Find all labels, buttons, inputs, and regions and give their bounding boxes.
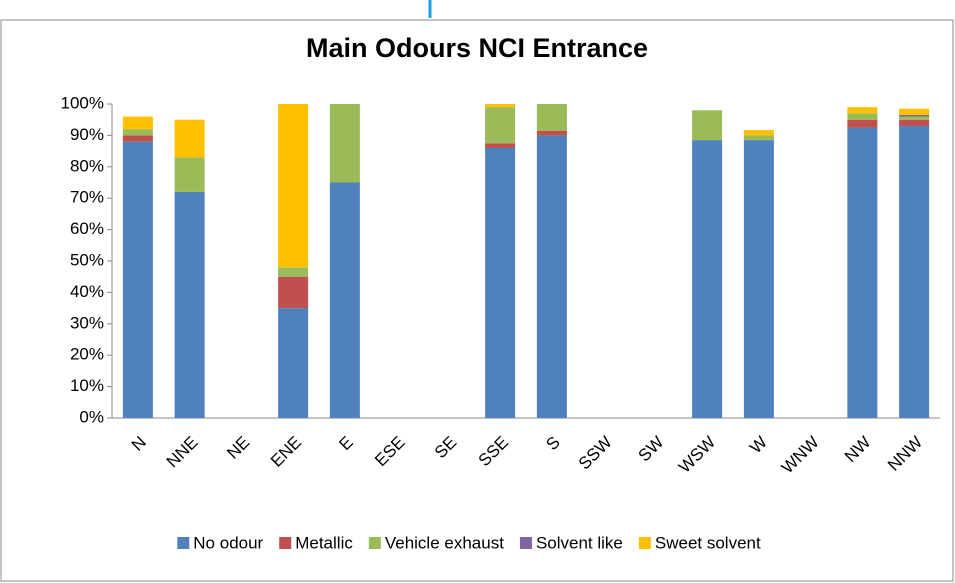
y-tick-label: 50% [70, 250, 104, 269]
y-tick-label: 80% [70, 156, 104, 175]
bar-segment [278, 276, 309, 309]
bar-segment [485, 147, 516, 418]
bar-segment [899, 125, 930, 418]
bar-segment [485, 143, 516, 148]
bar-segment [743, 135, 774, 141]
bar-segment [174, 157, 205, 192]
bar-segment [278, 104, 309, 268]
bar-segment [899, 114, 930, 117]
bar-segment [692, 110, 723, 141]
bar-segment [122, 129, 153, 136]
bar-segment [743, 140, 774, 419]
legend-label: Metallic [295, 533, 353, 552]
y-tick-label: 30% [70, 313, 104, 332]
bar-segment [899, 116, 930, 120]
bar-segment [329, 182, 360, 418]
y-tick-label: 90% [70, 125, 104, 144]
legend-swatch [279, 537, 292, 549]
legend-label: Solvent like [536, 533, 623, 552]
y-tick-label: 70% [70, 188, 104, 207]
bar-segment [278, 267, 309, 277]
bar-segment [122, 135, 153, 142]
bar-segment [174, 191, 205, 418]
y-tick-label: 0% [79, 407, 104, 426]
bar-segment [122, 116, 153, 130]
bar-segment [485, 104, 516, 108]
legend-label: Vehicle exhaust [385, 533, 504, 552]
y-tick-label: 40% [70, 282, 104, 301]
bar-segment [485, 107, 516, 144]
y-tick-label: 20% [70, 345, 104, 364]
bar-segment [743, 130, 774, 136]
legend-swatch [519, 537, 532, 549]
legend-swatch [638, 537, 651, 549]
bar-segment [122, 141, 153, 418]
legend-label: Sweet solvent [655, 533, 761, 552]
bar-segment [899, 119, 930, 126]
y-tick-label: 100% [61, 93, 104, 112]
bar-segment [536, 104, 567, 131]
bar-segment [536, 135, 567, 418]
bar-segment [847, 107, 878, 114]
bar-segment [847, 127, 878, 419]
bar-segment [847, 119, 878, 128]
legend-label: No odour [193, 533, 263, 552]
legend-swatch [177, 537, 190, 549]
bar-segment [536, 130, 567, 136]
bar-segment [278, 308, 309, 418]
bar-segment [899, 108, 930, 115]
bar-segment [174, 119, 205, 158]
chart-frame [0, 19, 954, 582]
bar-segment [692, 140, 723, 419]
bar-segment [847, 113, 878, 120]
y-tick-label: 10% [70, 376, 104, 395]
legend-swatch [368, 537, 381, 549]
y-tick-label: 60% [70, 219, 104, 238]
chart-title: Main Odours NCI Entrance [306, 33, 648, 63]
bar-segment [329, 104, 360, 183]
